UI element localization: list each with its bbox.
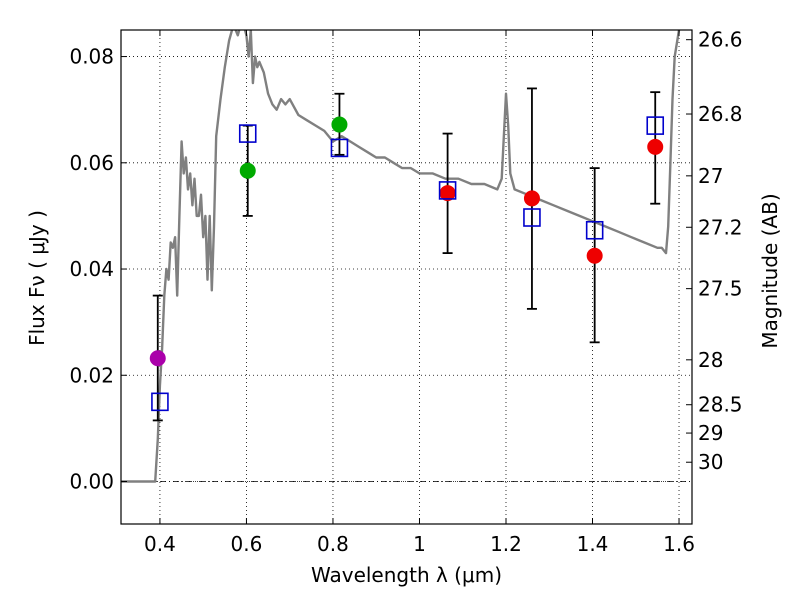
model-point <box>151 392 169 412</box>
model-point <box>438 181 457 200</box>
right-axis-label: Magnitude (AB) <box>758 193 782 348</box>
tick-labels: 0.4 0.6 0.8 1 1.2 1.4 1.6 0.00 0.02 0.04 0.06 0.08 2… <box>69 28 742 556</box>
model-point <box>585 220 604 240</box>
y-tick-label: 0.06 <box>69 151 114 175</box>
y-tick-label: 0.02 <box>69 363 114 387</box>
x-tick-label: 1.4 <box>577 532 609 556</box>
x-tick-label: 1 <box>413 532 426 556</box>
x-tick-label: 0.6 <box>231 532 263 556</box>
observed-point <box>239 162 256 179</box>
observed-points-group <box>149 116 664 367</box>
observed-point <box>586 247 603 264</box>
right-axis-tick-label: 30 <box>698 450 723 474</box>
observed-point <box>149 350 166 367</box>
sed-line-group <box>121 30 681 483</box>
right-axis-tick-label: 28.5 <box>698 393 743 417</box>
y-tick-label: 0.08 <box>69 45 114 69</box>
sed-model-line <box>121 30 681 483</box>
observed-point <box>647 138 664 155</box>
observed-point <box>331 116 348 133</box>
x-tick-label: 0.4 <box>144 532 176 556</box>
x-axis-label: Wavelength λ (μm) <box>311 563 502 587</box>
observed-point <box>523 190 540 207</box>
right-axis-tick-label: 28 <box>698 348 723 372</box>
right-axis-tick-label: 27.5 <box>698 277 743 301</box>
x-tick-label: 1.2 <box>490 532 522 556</box>
model-point <box>523 208 541 227</box>
axis-ticks <box>121 30 692 524</box>
right-axis-tick-label: 26.6 <box>698 28 743 52</box>
model-points-group <box>151 116 665 412</box>
plot-frame <box>120 29 693 525</box>
model-point <box>646 116 665 135</box>
y-axis-label: Flux Fν ( μJy ) <box>25 210 49 346</box>
x-tick-label: 1.6 <box>663 532 695 556</box>
model-point <box>238 124 257 143</box>
x-tick-label: 0.8 <box>317 532 349 556</box>
right-axis-tick-label: 26.8 <box>698 102 743 126</box>
y-tick-label: 0.00 <box>69 470 114 494</box>
right-axis-tick-label: 29 <box>698 421 723 445</box>
right-axis-tick-label: 27 <box>698 164 723 188</box>
y-tick-label: 0.04 <box>69 257 114 281</box>
right-axis-tick-label: 27.2 <box>698 215 743 239</box>
model-point <box>330 138 349 158</box>
